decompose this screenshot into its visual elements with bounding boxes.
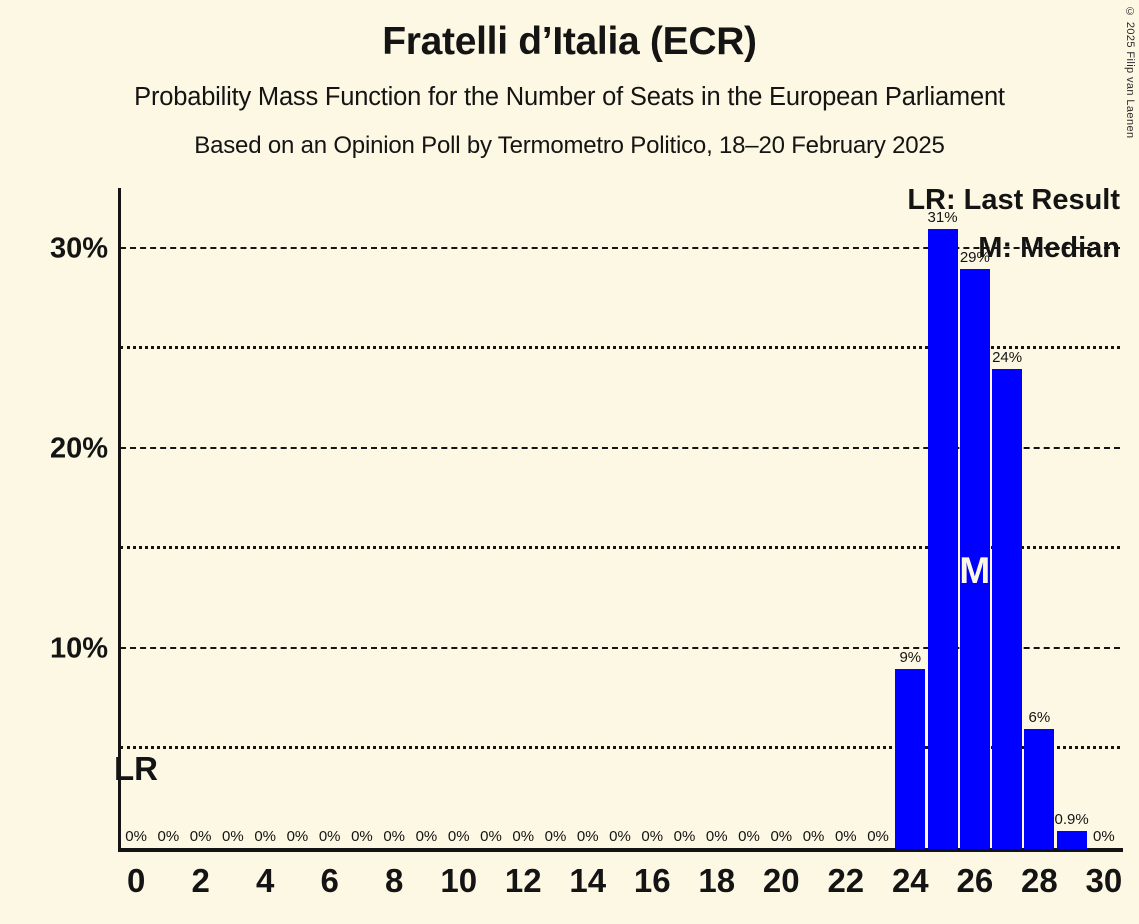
bar-29[interactable] [1056, 831, 1087, 849]
bar-value-label-18: 0% [705, 828, 728, 845]
bar-series: 0% 0% 0% 0% 0% 0% 0% 0% 0% 0% 0% 0% 0% 0% 0% 0% 0% 0% 0% 0%… [120, 188, 1120, 849]
bar-value-label-5: 0% [286, 828, 309, 845]
bar-value-label-16: 0% [641, 828, 664, 845]
x-tick-label-20: 20 [762, 862, 800, 899]
bar-28[interactable] [1024, 729, 1055, 849]
gridline-solid-10 [120, 647, 1120, 649]
bar-value-label-0: 0% [125, 828, 147, 845]
x-tick-label-6: 6 [320, 862, 339, 899]
y-axis-tick-labels: 10% 20% 30% [0, 188, 108, 849]
bar-value-label-20: 0% [770, 828, 793, 845]
bar-value-label-14: 0% [576, 828, 599, 845]
bar-value-label-29: 0.9% [1054, 811, 1089, 828]
bar-value-label-23: 0% [867, 828, 889, 845]
x-tick-label-28: 28 [1020, 862, 1058, 899]
bar-value-label-25: 31% [927, 209, 958, 226]
chart-subtitle-primary: Probability Mass Function for the Number… [134, 83, 1005, 111]
x-tick-label-26: 26 [956, 862, 994, 899]
bar-25[interactable] [927, 229, 958, 849]
gridline-dotted-25 [120, 346, 1120, 349]
median-marker: M [959, 550, 991, 591]
bar-value-label-26: 29% [959, 249, 990, 266]
y-tick-label-20: 20% [49, 432, 108, 465]
x-tick-label-16: 16 [633, 862, 671, 899]
x-axis-line [118, 848, 1123, 852]
bar-value-label-28: 6% [1028, 709, 1051, 726]
copyright-notice: © 2025 Filip van Laenen [1124, 6, 1136, 139]
bar-27[interactable] [992, 369, 1023, 849]
page-title: Fratelli d’Italia (ECR) [382, 20, 757, 63]
last-result-marker: LR [114, 750, 158, 787]
x-tick-label-8: 8 [385, 862, 404, 899]
bar-value-label-6: 0% [318, 828, 341, 845]
x-tick-label-12: 12 [504, 862, 542, 899]
bar-value-label-22: 0% [834, 828, 857, 845]
x-tick-label-2: 2 [191, 862, 210, 899]
x-tick-label-18: 18 [698, 862, 736, 899]
bar-value-label-9: 0% [415, 828, 438, 845]
bar-value-label-2: 0% [189, 828, 212, 845]
bar-value-label-4: 0% [254, 828, 276, 845]
gridline-dotted-15 [120, 546, 1120, 549]
bar-value-label-1: 0% [157, 828, 180, 845]
bar-value-label-7: 0% [351, 828, 373, 845]
x-tick-label-24: 24 [891, 862, 929, 899]
bar-value-label-15: 0% [609, 828, 631, 845]
bar-value-label-13: 0% [544, 828, 567, 845]
bar-value-label-24: 9% [899, 649, 922, 666]
x-axis-tick-labels: 0 2 4 6 8 10 12 14 16 18 20 22 24 26 28 30 [120, 862, 1123, 912]
x-tick-label-30: 30 [1085, 862, 1123, 899]
legend-last-result: LR: Last Result [907, 184, 1120, 216]
plot-area: 0% 0% 0% 0% 0% 0% 0% 0% 0% 0% 0% 0% 0% 0% 0% 0% 0% 0% 0% 0%… [118, 188, 1123, 852]
bar-value-label-21: 0% [802, 828, 825, 845]
bar-value-label-17: 0% [673, 828, 696, 845]
x-tick-label-4: 4 [255, 862, 275, 899]
bar-value-label-8: 0% [383, 828, 406, 845]
y-tick-label-10: 10% [49, 632, 108, 665]
chart-subtitle-source: Based on an Opinion Poll by Termometro P… [194, 131, 945, 159]
y-tick-label-30: 30% [49, 232, 108, 265]
bar-26[interactable] [959, 269, 990, 849]
x-tick-label-22: 22 [827, 862, 865, 899]
x-tick-label-10: 10 [440, 862, 478, 899]
bar-value-label-19: 0% [738, 828, 760, 845]
bar-24[interactable] [895, 669, 926, 849]
y-axis-line [118, 188, 121, 849]
bar-value-label-27: 24% [992, 349, 1023, 366]
title-block: Fratelli d’Italia (ECR) Probability Mass… [0, 0, 1139, 158]
gridline-solid-20 [120, 447, 1120, 449]
gridline-solid-30 [120, 247, 1120, 249]
x-tick-label-0: 0 [126, 862, 146, 899]
bar-value-label-11: 0% [480, 828, 502, 845]
bar-value-label-12: 0% [512, 828, 535, 845]
bar-value-label-10: 0% [447, 828, 470, 845]
gridline-dotted-5 [120, 746, 1120, 749]
bar-value-label-30: 0% [1093, 828, 1115, 845]
bar-value-label-3: 0% [222, 828, 244, 845]
x-tick-label-14: 14 [569, 862, 607, 899]
